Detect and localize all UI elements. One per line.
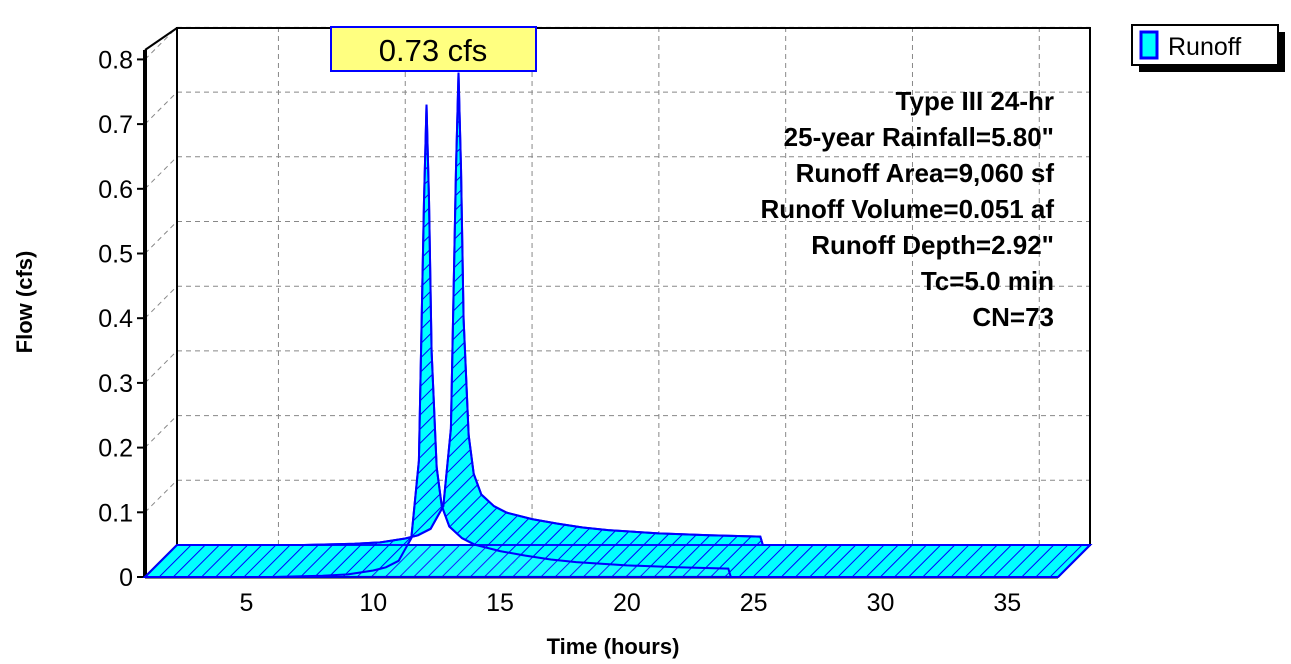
info-line: CN=73 (972, 302, 1054, 332)
y-tick-label: 0 (119, 564, 133, 592)
runoff-front-line (145, 104, 1058, 578)
peak-label-box (330, 26, 537, 72)
x-tick-label: 5 (239, 589, 253, 617)
gridline-y-side (144, 221, 178, 254)
series-layer (142, 72, 1093, 578)
info-line: Tc=5.0 min (921, 266, 1054, 296)
x-tick-label: 10 (359, 589, 387, 617)
x-tick-label: 25 (740, 589, 768, 617)
y-tick-label: 0.2 (98, 435, 133, 463)
y-tick-label: 0.8 (98, 46, 133, 74)
legend-swatch-runoff (1139, 30, 1159, 60)
info-annotations: Type III 24-hr 25-year Rainfall=5.80" Runo… (760, 86, 1054, 332)
legend-label-runoff: Runoff (1168, 33, 1241, 61)
y-tick-label: 0.6 (98, 176, 133, 204)
y-tick-label: 0.7 (98, 111, 133, 139)
x-tick-label: 30 (867, 589, 895, 617)
info-line: 25-year Rainfall=5.80" (784, 122, 1054, 152)
y-tick-label: 0.1 (98, 499, 133, 527)
y-tick-label: 0.3 (98, 370, 133, 398)
info-line: Runoff Volume=0.051 af (760, 194, 1054, 224)
gridline-y-side (144, 415, 178, 448)
x-tick-label: 35 (993, 589, 1021, 617)
y-tick-label: 0.4 (98, 305, 133, 333)
info-line: Runoff Depth=2.92" (811, 230, 1054, 260)
left-wall-top-edge (144, 27, 178, 51)
gridline-y-side (144, 350, 178, 384)
gridline-y-side (144, 285, 178, 319)
info-line: Type III 24-hr (896, 86, 1054, 116)
gridline-y-side (144, 156, 178, 190)
x-tick-label: 20 (613, 589, 641, 617)
tick-labels: 0 0.1 0.2 0.3 0.4 0.5 0.6 0.7 0.8 5 10 15 20 25 30 35 (98, 46, 1021, 617)
y-tick-label: 0.5 (98, 241, 133, 269)
y-axis-label: Flow (cfs) (12, 251, 37, 354)
peak-callout: 0.73 cfs (330, 26, 537, 72)
x-axis-label: Time (hours) (547, 634, 680, 659)
gridline-y-side (144, 91, 178, 125)
x-tick-label: 15 (486, 589, 514, 617)
legend: Runoff (1131, 24, 1285, 72)
runoff-back-line (177, 72, 1090, 546)
peak-label: 0.73 cfs (379, 33, 488, 68)
info-line: Runoff Area=9,060 sf (796, 158, 1055, 188)
gridline-y-side (144, 479, 178, 513)
runoff-floor (142, 544, 1093, 578)
